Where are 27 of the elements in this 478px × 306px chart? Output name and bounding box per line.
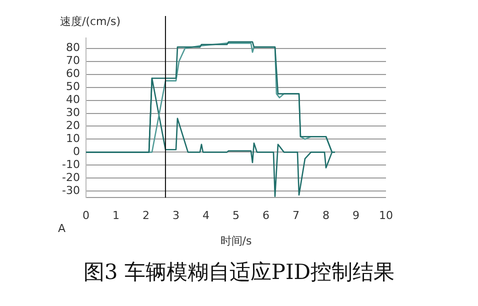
y-tick-label: 40	[66, 93, 80, 106]
y-tick-label: 80	[66, 41, 80, 54]
y-tick-label: 0	[72, 145, 80, 158]
x-tick-label: 8	[322, 209, 330, 222]
x-axis-title: 时间/s	[220, 234, 252, 248]
y-tick-label: 20	[66, 119, 80, 132]
x-tick-label: 6	[262, 209, 270, 222]
y-tick-label: 30	[66, 106, 80, 120]
y-tick-label: 50	[66, 80, 80, 94]
x-tick-label: 1	[112, 209, 120, 222]
y-tick-label: 10	[66, 132, 80, 146]
x-tick-label: 3	[172, 209, 180, 222]
x-tick-label: 2	[142, 209, 150, 222]
y-tick-label: -20	[62, 170, 80, 184]
x-tick-label: 10	[379, 209, 393, 222]
y-tick-label: -30	[62, 184, 80, 197]
y-tick-label: -10	[62, 158, 80, 172]
text: A	[58, 222, 66, 235]
x-tick-label: 7	[292, 209, 300, 222]
caption: 图3 车辆模糊自适应PID控制结果	[82, 259, 396, 286]
x-tick-label: 4	[202, 209, 210, 222]
y-tick-label: 60	[66, 67, 80, 80]
x-tick-label: 5	[232, 209, 240, 222]
x-tick-label: 9	[352, 209, 360, 222]
x-tick-label: 0	[82, 209, 90, 222]
y-tick-label: 70	[66, 54, 80, 68]
y-axis-title: 速度/(cm/s)	[60, 14, 120, 29]
